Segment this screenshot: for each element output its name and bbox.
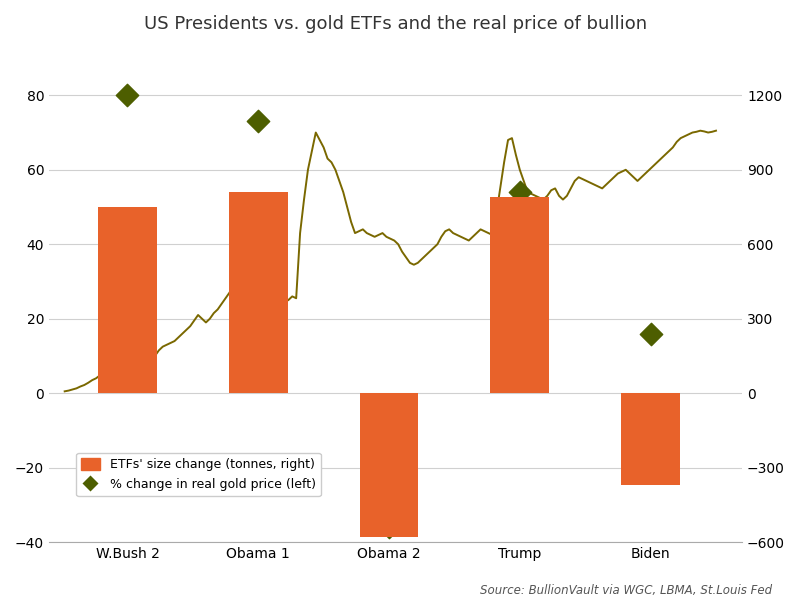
Legend: ETFs' size change (tonnes, right), % change in real gold price (left): ETFs' size change (tonnes, right), % cha… [76, 452, 321, 496]
Bar [359, 393, 418, 537]
Bar [229, 192, 288, 393]
Point [644, 329, 657, 338]
Bar [98, 207, 157, 393]
Point [514, 187, 526, 197]
Bar [490, 197, 550, 393]
Text: Source: BullionVault via WGC, LBMA, St.Louis Fed: Source: BullionVault via WGC, LBMA, St.L… [480, 584, 772, 597]
Point [382, 523, 395, 532]
Title: US Presidents vs. gold ETFs and the real price of bullion: US Presidents vs. gold ETFs and the real… [144, 15, 647, 33]
Bar [621, 393, 680, 485]
Point [121, 91, 134, 100]
Point [252, 116, 265, 126]
